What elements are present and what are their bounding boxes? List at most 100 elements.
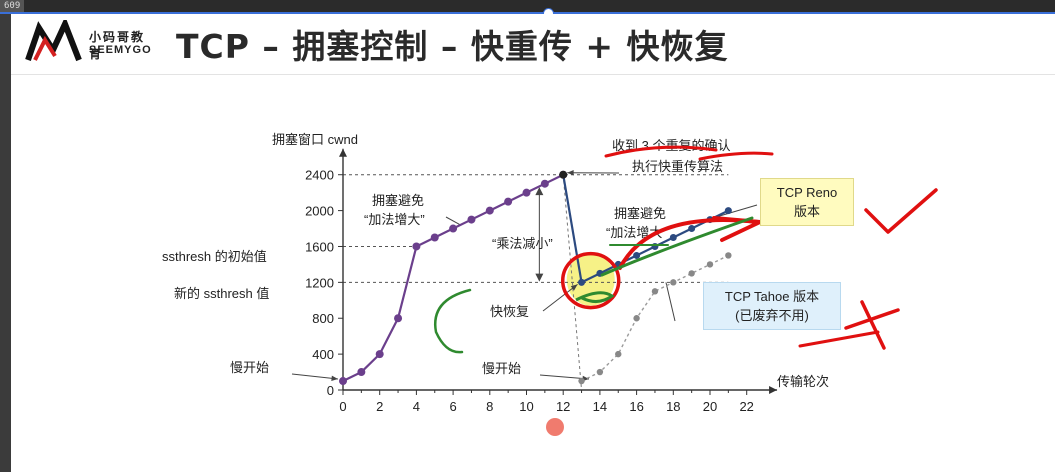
annotation-ca1-b: “加法增大” xyxy=(364,212,425,227)
axes xyxy=(338,148,778,395)
x-tick-label: 12 xyxy=(556,399,570,414)
data-point xyxy=(540,179,549,188)
y-axis-label: 拥塞窗口 cwnd xyxy=(272,132,358,147)
reno-sub-label: 版本 xyxy=(793,204,820,219)
data-point xyxy=(522,188,531,197)
red-check-mark xyxy=(864,188,938,234)
data-points xyxy=(339,170,732,386)
data-point xyxy=(485,206,494,215)
y-axis-arrow xyxy=(339,148,347,157)
data-point xyxy=(596,368,604,376)
annotation-ssthresh-new: 新的 ssthresh 值 xyxy=(174,286,269,301)
page-title: TCP – 拥塞控制 – 快重传 + 快恢复 xyxy=(176,27,729,66)
data-point xyxy=(375,350,384,359)
annotation-slow-start-2: 慢开始 xyxy=(482,361,521,376)
annotation-ca2-a: 拥塞避免 xyxy=(614,206,666,221)
y-tick-label: 1200 xyxy=(305,275,334,290)
x-tick-label: 16 xyxy=(629,399,643,414)
red-strike xyxy=(798,330,880,348)
data-point xyxy=(725,252,732,259)
x-tick-label: 18 xyxy=(666,399,680,414)
data-point xyxy=(651,288,659,295)
tahoe-label: TCP Tahoe 版本 xyxy=(724,289,820,304)
logo: 小码哥教育 SEEMYGO xyxy=(25,16,155,66)
red-underline-1 xyxy=(604,145,718,158)
data-point xyxy=(430,233,439,242)
green-trace xyxy=(600,216,754,277)
arrow-slow-start-1-head xyxy=(331,375,338,382)
y-tick-label: 800 xyxy=(312,311,334,326)
green-arc xyxy=(433,288,472,354)
x-axis-arrow xyxy=(769,386,778,394)
peak-point xyxy=(559,170,568,179)
green-scribble xyxy=(575,291,615,303)
y-tick-label: 1600 xyxy=(305,239,334,254)
laser-pointer-dot xyxy=(546,418,564,436)
frame-counter: 609 xyxy=(0,0,25,13)
y-tick-label: 2400 xyxy=(305,168,334,183)
data-point xyxy=(394,314,403,323)
chart-labels: 拥塞窗口 cwnd 传输轮次 收到 3 个重复的确认 执行快重传算法 拥塞避免 … xyxy=(162,132,829,414)
x-tick-label: 0 xyxy=(339,399,346,414)
arrow-slow-start-1 xyxy=(291,373,339,380)
annotation-slow-start-1: 慢开始 xyxy=(230,360,269,375)
dashed-guides xyxy=(291,170,758,391)
x-tick-label: 20 xyxy=(703,399,717,414)
arrow-recv-dup-head xyxy=(567,170,574,176)
data-point xyxy=(670,279,677,286)
data-point xyxy=(467,215,476,224)
x-tick-label: 2 xyxy=(376,399,383,414)
x-tick-label: 8 xyxy=(486,399,493,414)
data-point xyxy=(724,207,732,215)
arrow-fast-recovery-head xyxy=(570,284,578,291)
logo-text-cn: 小码哥教育 xyxy=(89,30,146,61)
mult-dec-arrow-up xyxy=(535,187,544,196)
data-point xyxy=(633,315,640,322)
tcp-tahoe-callout: TCP Tahoe 版本 (已废弃不用) xyxy=(703,282,841,330)
tahoe-sub-label: (已废弃不用) xyxy=(735,308,809,323)
arrow-reno xyxy=(713,204,758,219)
red-circle xyxy=(560,251,621,310)
logo-text-en: SEEMYGO xyxy=(89,44,152,56)
annotation-fast-recovery: 快恢复 xyxy=(490,304,529,319)
tcp-reno-callout: TCP Reno 版本 xyxy=(760,178,854,226)
data-point xyxy=(669,234,677,242)
progress-track[interactable] xyxy=(0,12,1055,14)
x-tick-label: 10 xyxy=(519,399,533,414)
slide: 小码哥教育 SEEMYGO TCP – 拥塞控制 – 快重传 + 快恢复 xyxy=(11,14,1055,472)
y-tick-label: 0 xyxy=(327,383,334,398)
x-tick-label: 4 xyxy=(413,399,420,414)
annotation-ca1-a: 拥塞避免 xyxy=(372,193,424,208)
data-point xyxy=(449,224,458,233)
data-point xyxy=(688,225,696,233)
x-tick-label: 6 xyxy=(449,399,456,414)
hand-drawn-marks xyxy=(433,145,938,354)
data-point xyxy=(578,377,585,385)
data-point xyxy=(578,278,586,286)
data-point xyxy=(706,261,714,268)
annotation-mult-decrease: “乘法减小” xyxy=(492,236,553,251)
data-point xyxy=(412,242,421,251)
arrow-tahoe xyxy=(665,282,676,322)
annotation-exec-fast-retransmit: 执行快重传算法 xyxy=(632,159,723,174)
mult-dec-arrow-down xyxy=(535,273,544,282)
x-tick-label: 14 xyxy=(593,399,607,414)
data-point xyxy=(357,368,366,377)
data-point xyxy=(504,197,513,206)
red-underline-2 xyxy=(698,151,774,161)
data-point xyxy=(615,350,622,358)
slide-header: 小码哥教育 SEEMYGO TCP – 拥塞控制 – 快重传 + 快恢复 xyxy=(11,14,1055,75)
guide-drop xyxy=(562,174,583,391)
data-point xyxy=(633,251,641,259)
logo-mark-icon xyxy=(25,16,82,62)
reno-label: TCP Reno xyxy=(776,185,838,200)
y-tick-label: 400 xyxy=(312,347,334,362)
x-axis-label: 传输轮次 xyxy=(777,374,829,389)
arrow-ca1 xyxy=(445,216,461,226)
data-point xyxy=(339,377,347,386)
arrow-fast-recovery xyxy=(542,283,578,312)
data-point xyxy=(688,270,695,277)
drop-line xyxy=(562,174,583,283)
x-tick-label: 22 xyxy=(739,399,753,414)
